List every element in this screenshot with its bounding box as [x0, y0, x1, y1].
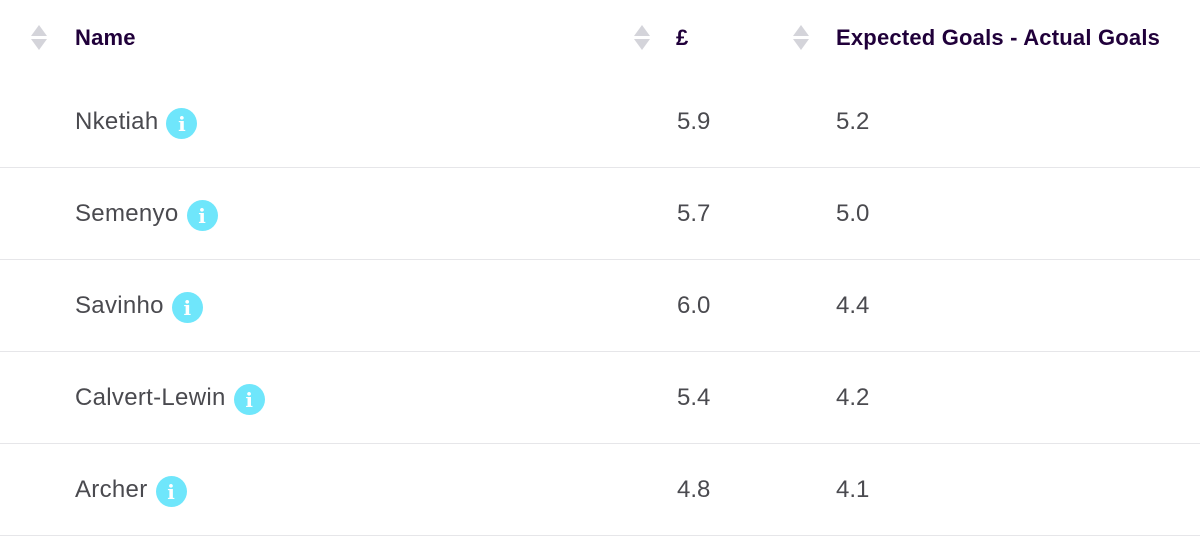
xg-diff-cell: 5.0 — [836, 199, 870, 227]
table-row: Nketiah i 5.9 5.2 — [0, 76, 1200, 168]
sort-down-arrow-icon — [31, 39, 47, 50]
xg-diff-cell: 5.2 — [836, 107, 870, 135]
player-name: Savinho — [75, 291, 164, 319]
column-header-price[interactable]: £ — [676, 0, 688, 76]
column-header-price-label: £ — [676, 25, 689, 50]
sort-down-arrow-icon — [793, 39, 809, 50]
table-row: Archer i 4.8 4.1 — [0, 444, 1200, 536]
sort-name-icon[interactable] — [30, 25, 48, 53]
info-icon[interactable]: i — [171, 292, 203, 323]
price-cell: 5.4 — [677, 383, 711, 411]
player-name-cell: Archer i — [75, 444, 187, 535]
column-header-name-label: Name — [75, 25, 136, 50]
player-name-cell: Nketiah i — [75, 76, 198, 167]
player-name-cell: Calvert-Lewin i — [75, 352, 265, 443]
info-icon[interactable]: i — [155, 476, 187, 507]
xg-diff-cell: 4.2 — [836, 383, 870, 411]
player-name-cell: Savinho i — [75, 260, 203, 351]
xg-diff-cell: 4.1 — [836, 475, 870, 503]
sort-up-arrow-icon — [634, 25, 650, 36]
table-row: Savinho i 6.0 4.4 — [0, 260, 1200, 352]
sort-xg-diff-icon[interactable] — [792, 25, 810, 53]
price-cell: 5.7 — [677, 199, 711, 227]
table-row: Semenyo i 5.7 5.0 — [0, 168, 1200, 260]
column-header-xg-diff[interactable]: Expected Goals - Actual Goals — [836, 0, 1160, 76]
player-name: Calvert-Lewin — [75, 383, 226, 411]
player-name: Semenyo — [75, 199, 179, 227]
info-icon[interactable]: i — [166, 108, 198, 139]
player-name-cell: Semenyo i — [75, 168, 218, 259]
column-header-xg-diff-label: Expected Goals - Actual Goals — [836, 25, 1161, 50]
column-header-name[interactable]: Name — [75, 0, 136, 76]
player-name: Nketiah — [75, 107, 159, 135]
table-row: Calvert-Lewin i 5.4 4.2 — [0, 352, 1200, 444]
sort-up-arrow-icon — [31, 25, 47, 36]
info-icon[interactable]: i — [233, 384, 265, 415]
sort-price-icon[interactable] — [633, 25, 651, 53]
xg-diff-cell: 4.4 — [836, 291, 870, 319]
table-header: Name £ Expected Goals - Actual Goals — [0, 0, 1200, 76]
price-cell: 5.9 — [677, 107, 711, 135]
price-cell: 6.0 — [677, 291, 711, 319]
info-icon[interactable]: i — [186, 200, 218, 231]
sort-down-arrow-icon — [634, 39, 650, 50]
price-cell: 4.8 — [677, 475, 711, 503]
player-name: Archer — [75, 475, 148, 503]
sort-up-arrow-icon — [793, 25, 809, 36]
